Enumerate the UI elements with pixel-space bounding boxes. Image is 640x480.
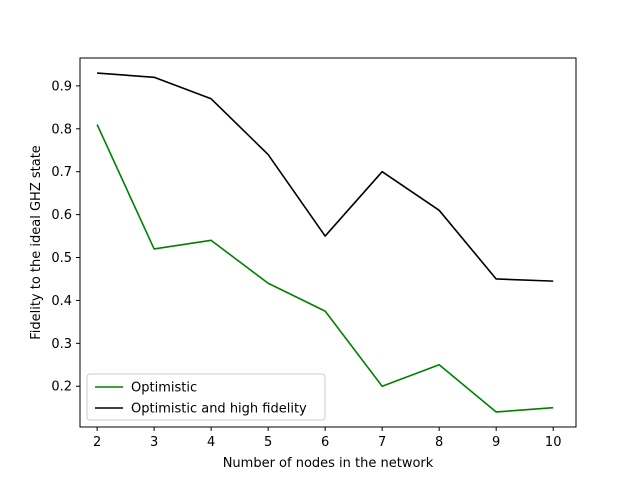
y-tick-label: 0.3 bbox=[51, 337, 72, 352]
x-tick-label: 5 bbox=[264, 435, 272, 450]
axes-frame bbox=[79, 57, 577, 428]
legend-box bbox=[86, 373, 326, 421]
x-tick-label: 8 bbox=[435, 435, 443, 450]
x-tick-label: 7 bbox=[378, 435, 386, 450]
x-tick-label: 9 bbox=[492, 435, 500, 450]
x-axis-ticks: 2 3 4 5 6 7 8 9 10 bbox=[93, 427, 562, 450]
x-tick-label: 6 bbox=[321, 435, 329, 450]
x-tick-label: 2 bbox=[93, 435, 101, 450]
plot-area bbox=[79, 57, 577, 428]
y-tick-label: 0.7 bbox=[51, 165, 72, 180]
y-tick-label: 0.5 bbox=[51, 251, 72, 266]
series-layer bbox=[96, 72, 554, 413]
y-tick-label: 0.2 bbox=[51, 380, 72, 395]
y-axis-ticks: 0.2 0.3 0.4 0.5 0.6 0.7 0.8 0.9 bbox=[51, 79, 80, 395]
x-tick-label: 10 bbox=[545, 435, 562, 450]
legend-label: Optimistic bbox=[131, 381, 197, 396]
legend: Optimistic Optimistic and high fidelity bbox=[86, 373, 326, 421]
x-tick-label: 4 bbox=[207, 435, 215, 450]
x-axis-label: Number of nodes in the network bbox=[223, 456, 434, 471]
y-axis-label: Fidelity to the ideal GHZ state bbox=[29, 145, 44, 340]
x-tick-label: 3 bbox=[150, 435, 158, 450]
y-tick-label: 0.6 bbox=[51, 208, 72, 223]
y-tick-label: 0.8 bbox=[51, 122, 72, 137]
y-tick-label: 0.4 bbox=[51, 294, 72, 309]
legend-label: Optimistic and high fidelity bbox=[131, 402, 307, 417]
y-tick-label: 0.9 bbox=[51, 79, 72, 94]
